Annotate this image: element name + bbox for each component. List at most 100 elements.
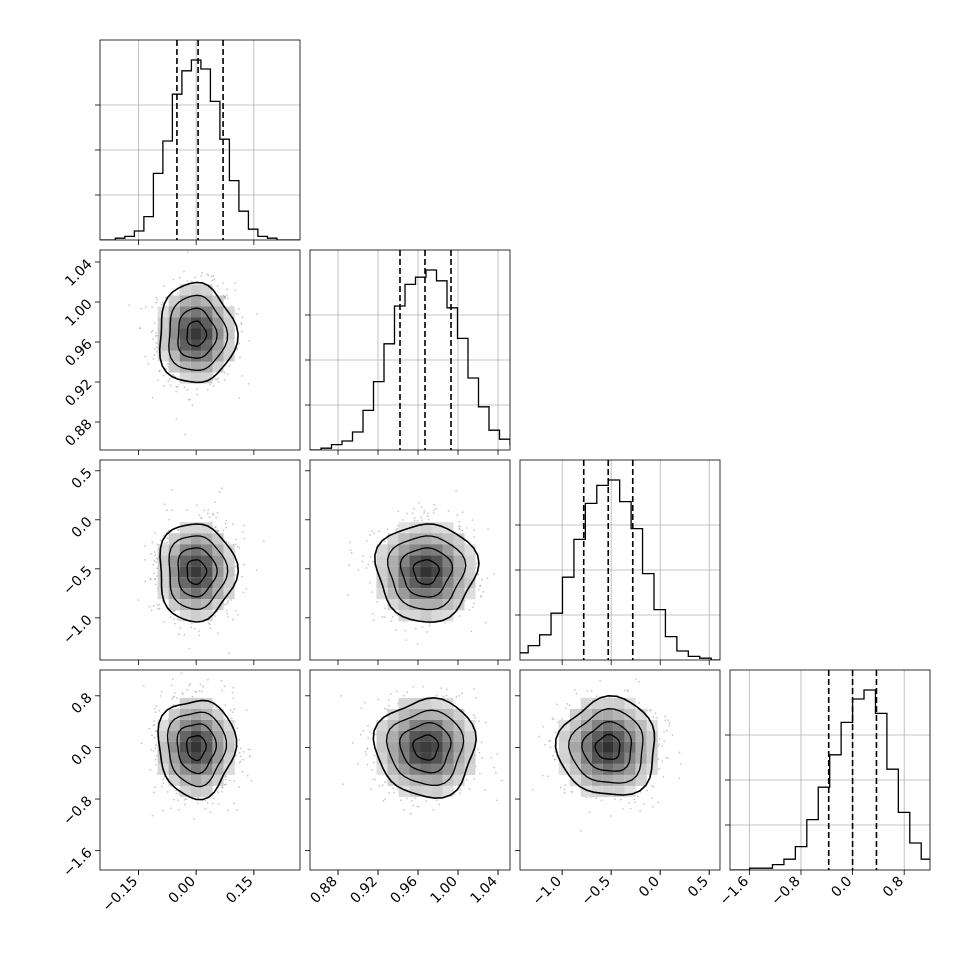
- density-cell: [201, 555, 213, 567]
- density-cell: [212, 339, 224, 351]
- scatter-point: [553, 751, 556, 753]
- density-cell: [168, 295, 180, 307]
- scatter-point: [473, 688, 476, 690]
- scatter-point: [167, 362, 169, 365]
- scatter-point: [435, 799, 438, 802]
- scatter-point: [242, 750, 245, 753]
- scatter-point: [154, 786, 156, 789]
- scatter-point: [384, 781, 386, 784]
- scatter-point: [374, 733, 377, 736]
- density-cell: [409, 774, 421, 786]
- panel-frame: [99, 39, 301, 241]
- scatter-point: [128, 304, 131, 307]
- scatter-point: [423, 511, 426, 514]
- density-cell: [569, 708, 581, 720]
- scatter-point: [657, 758, 660, 760]
- scatter-point: [367, 737, 370, 739]
- scatter-point: [144, 545, 147, 548]
- panel-1-0: 0.88 0.92 0.96 1.00 1.04: [62, 249, 301, 455]
- scatter-point: [494, 771, 497, 774]
- density-cell: [464, 566, 476, 578]
- density-cell: [201, 752, 213, 764]
- panel-2-0: −1.0 −0.5 0.0 0.5: [60, 459, 301, 665]
- scatter-point: [634, 801, 636, 804]
- scatter-point: [664, 719, 667, 722]
- density-cell: [453, 566, 465, 578]
- scatter-point: [668, 724, 671, 727]
- density-cell: [201, 697, 213, 709]
- density-cell: [613, 730, 625, 742]
- density-cell: [420, 588, 432, 600]
- scatter-point: [637, 680, 640, 683]
- density-cell: [420, 533, 432, 545]
- scatter-point: [350, 552, 353, 554]
- scatter-point: [175, 417, 178, 420]
- scatter-point: [588, 811, 591, 814]
- density-cell: [190, 533, 202, 545]
- scatter-point: [381, 784, 384, 787]
- scatter-point: [481, 757, 483, 759]
- scatter-point: [255, 569, 258, 572]
- scatter-point: [396, 788, 399, 790]
- scatter-point: [216, 512, 219, 514]
- scatter-point: [568, 704, 571, 707]
- scatter-point: [556, 703, 558, 706]
- density-cell: [420, 577, 432, 589]
- scatter-point: [235, 312, 238, 315]
- scatter-point: [678, 777, 681, 780]
- density-cell: [157, 350, 169, 362]
- scatter-point: [217, 791, 219, 794]
- density-cell: [223, 350, 235, 362]
- density-cell: [212, 774, 224, 786]
- density-cell: [387, 544, 399, 556]
- scatter-point: [347, 594, 349, 596]
- scatter-point: [155, 346, 158, 349]
- scatter-point: [154, 711, 157, 714]
- density-cell: [223, 544, 235, 556]
- scatter-point: [152, 604, 155, 607]
- scatter-point: [207, 509, 210, 511]
- density-cell: [431, 577, 443, 589]
- scatter-point: [372, 560, 374, 563]
- contour-line: [385, 709, 465, 787]
- scatter-point: [148, 605, 151, 608]
- density-cell: [168, 730, 180, 742]
- scatter-point: [187, 398, 190, 401]
- scatter-point: [225, 609, 228, 612]
- scatter-point: [173, 618, 175, 621]
- scatter-point: [198, 634, 201, 637]
- scatter-point: [464, 717, 467, 720]
- scatter-point: [474, 716, 477, 719]
- scatter-point: [473, 602, 475, 605]
- density-cell: [453, 555, 465, 567]
- density-cell: [464, 730, 476, 742]
- scatter-point: [215, 516, 217, 519]
- density-cell: [223, 763, 235, 775]
- scatter-point: [417, 501, 420, 504]
- scatter-point: [232, 686, 235, 689]
- scatter-point: [166, 509, 168, 512]
- density-cell: [453, 533, 465, 545]
- scatter-point: [371, 732, 373, 735]
- density-cell: [442, 555, 454, 567]
- density-cell: [398, 719, 410, 731]
- scatter-point: [357, 762, 359, 765]
- scatter-point: [458, 615, 461, 617]
- scatter-point: [668, 721, 671, 724]
- scatter-point: [207, 678, 209, 681]
- scatter-point: [657, 745, 660, 747]
- panel-frame: [99, 669, 301, 871]
- density-cell: [212, 599, 224, 611]
- scatter-point: [414, 797, 416, 800]
- scatter-point: [223, 685, 226, 688]
- density-cell: [201, 730, 213, 742]
- scatter-point: [153, 723, 156, 726]
- scatter-point: [189, 398, 192, 401]
- scatter-point: [370, 788, 373, 791]
- density-cell: [387, 741, 399, 753]
- scatter-point: [514, 563, 516, 565]
- scatter-point: [444, 621, 447, 624]
- density-cell: [190, 741, 202, 753]
- scatter-point: [228, 364, 231, 367]
- x-tick-label: 0.8: [880, 874, 907, 901]
